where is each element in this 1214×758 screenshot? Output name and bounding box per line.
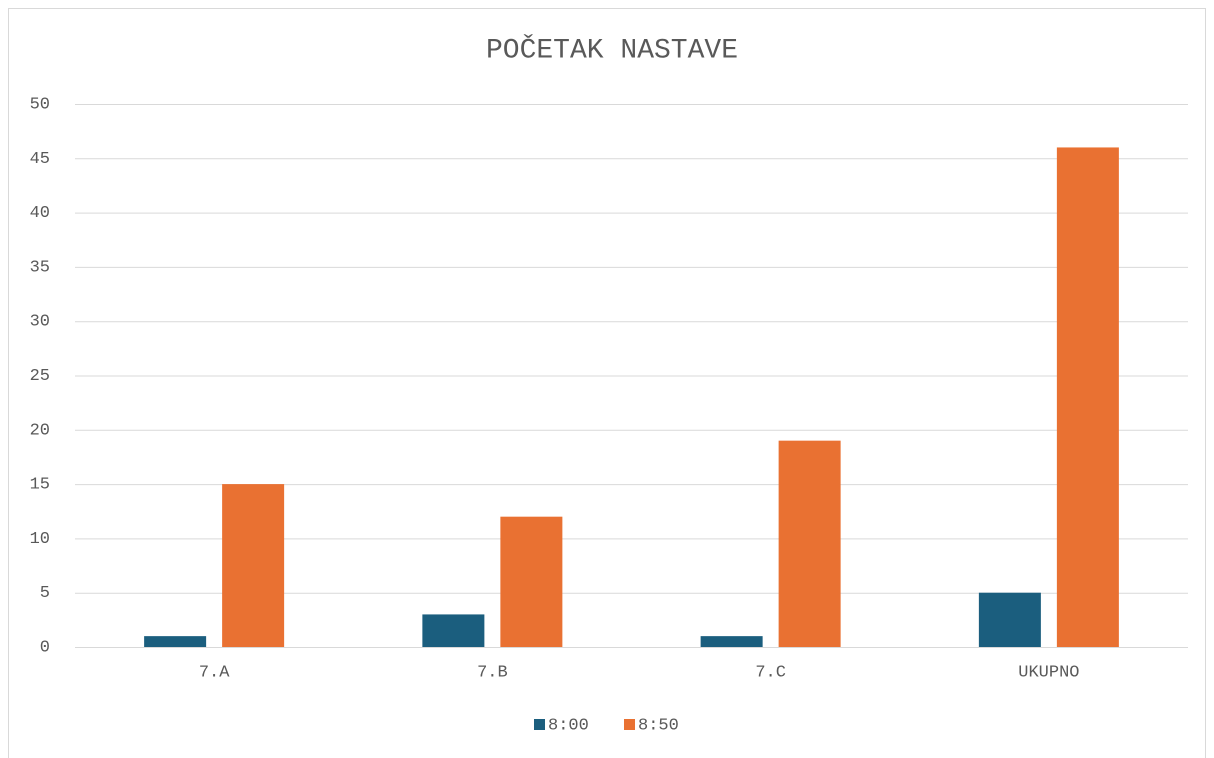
y-tick-label: 45 xyxy=(30,150,50,169)
y-tick-label: 5 xyxy=(40,584,50,603)
bar xyxy=(1056,147,1119,647)
bar xyxy=(222,484,285,647)
bar xyxy=(144,636,207,647)
y-tick-label: 20 xyxy=(30,421,50,440)
legend-label: 8:50 xyxy=(638,716,679,735)
x-tick-label: 7.A xyxy=(199,663,230,682)
bar xyxy=(422,614,485,647)
x-tick-label: 7.B xyxy=(477,663,508,682)
x-tick-label: UKUPNO xyxy=(1018,663,1079,682)
chart-title: POČETAK NASTAVE xyxy=(486,33,738,66)
legend-swatch xyxy=(534,719,545,730)
y-tick-label: 25 xyxy=(30,367,50,386)
x-tick-label: 7.C xyxy=(755,663,786,682)
y-tick-label: 10 xyxy=(30,530,50,549)
chart-border xyxy=(8,8,1206,758)
y-tick-label: 15 xyxy=(30,476,50,495)
y-tick-label: 0 xyxy=(40,638,50,657)
legend-label: 8:00 xyxy=(548,716,589,735)
y-tick-label: 30 xyxy=(30,313,50,332)
bar xyxy=(500,516,563,647)
y-tick-label: 50 xyxy=(30,95,50,114)
bar xyxy=(978,592,1041,647)
bar xyxy=(778,440,841,647)
y-tick-label: 35 xyxy=(30,258,50,277)
y-tick-label: 40 xyxy=(30,204,50,223)
bar xyxy=(700,636,763,647)
legend-swatch xyxy=(624,719,635,730)
